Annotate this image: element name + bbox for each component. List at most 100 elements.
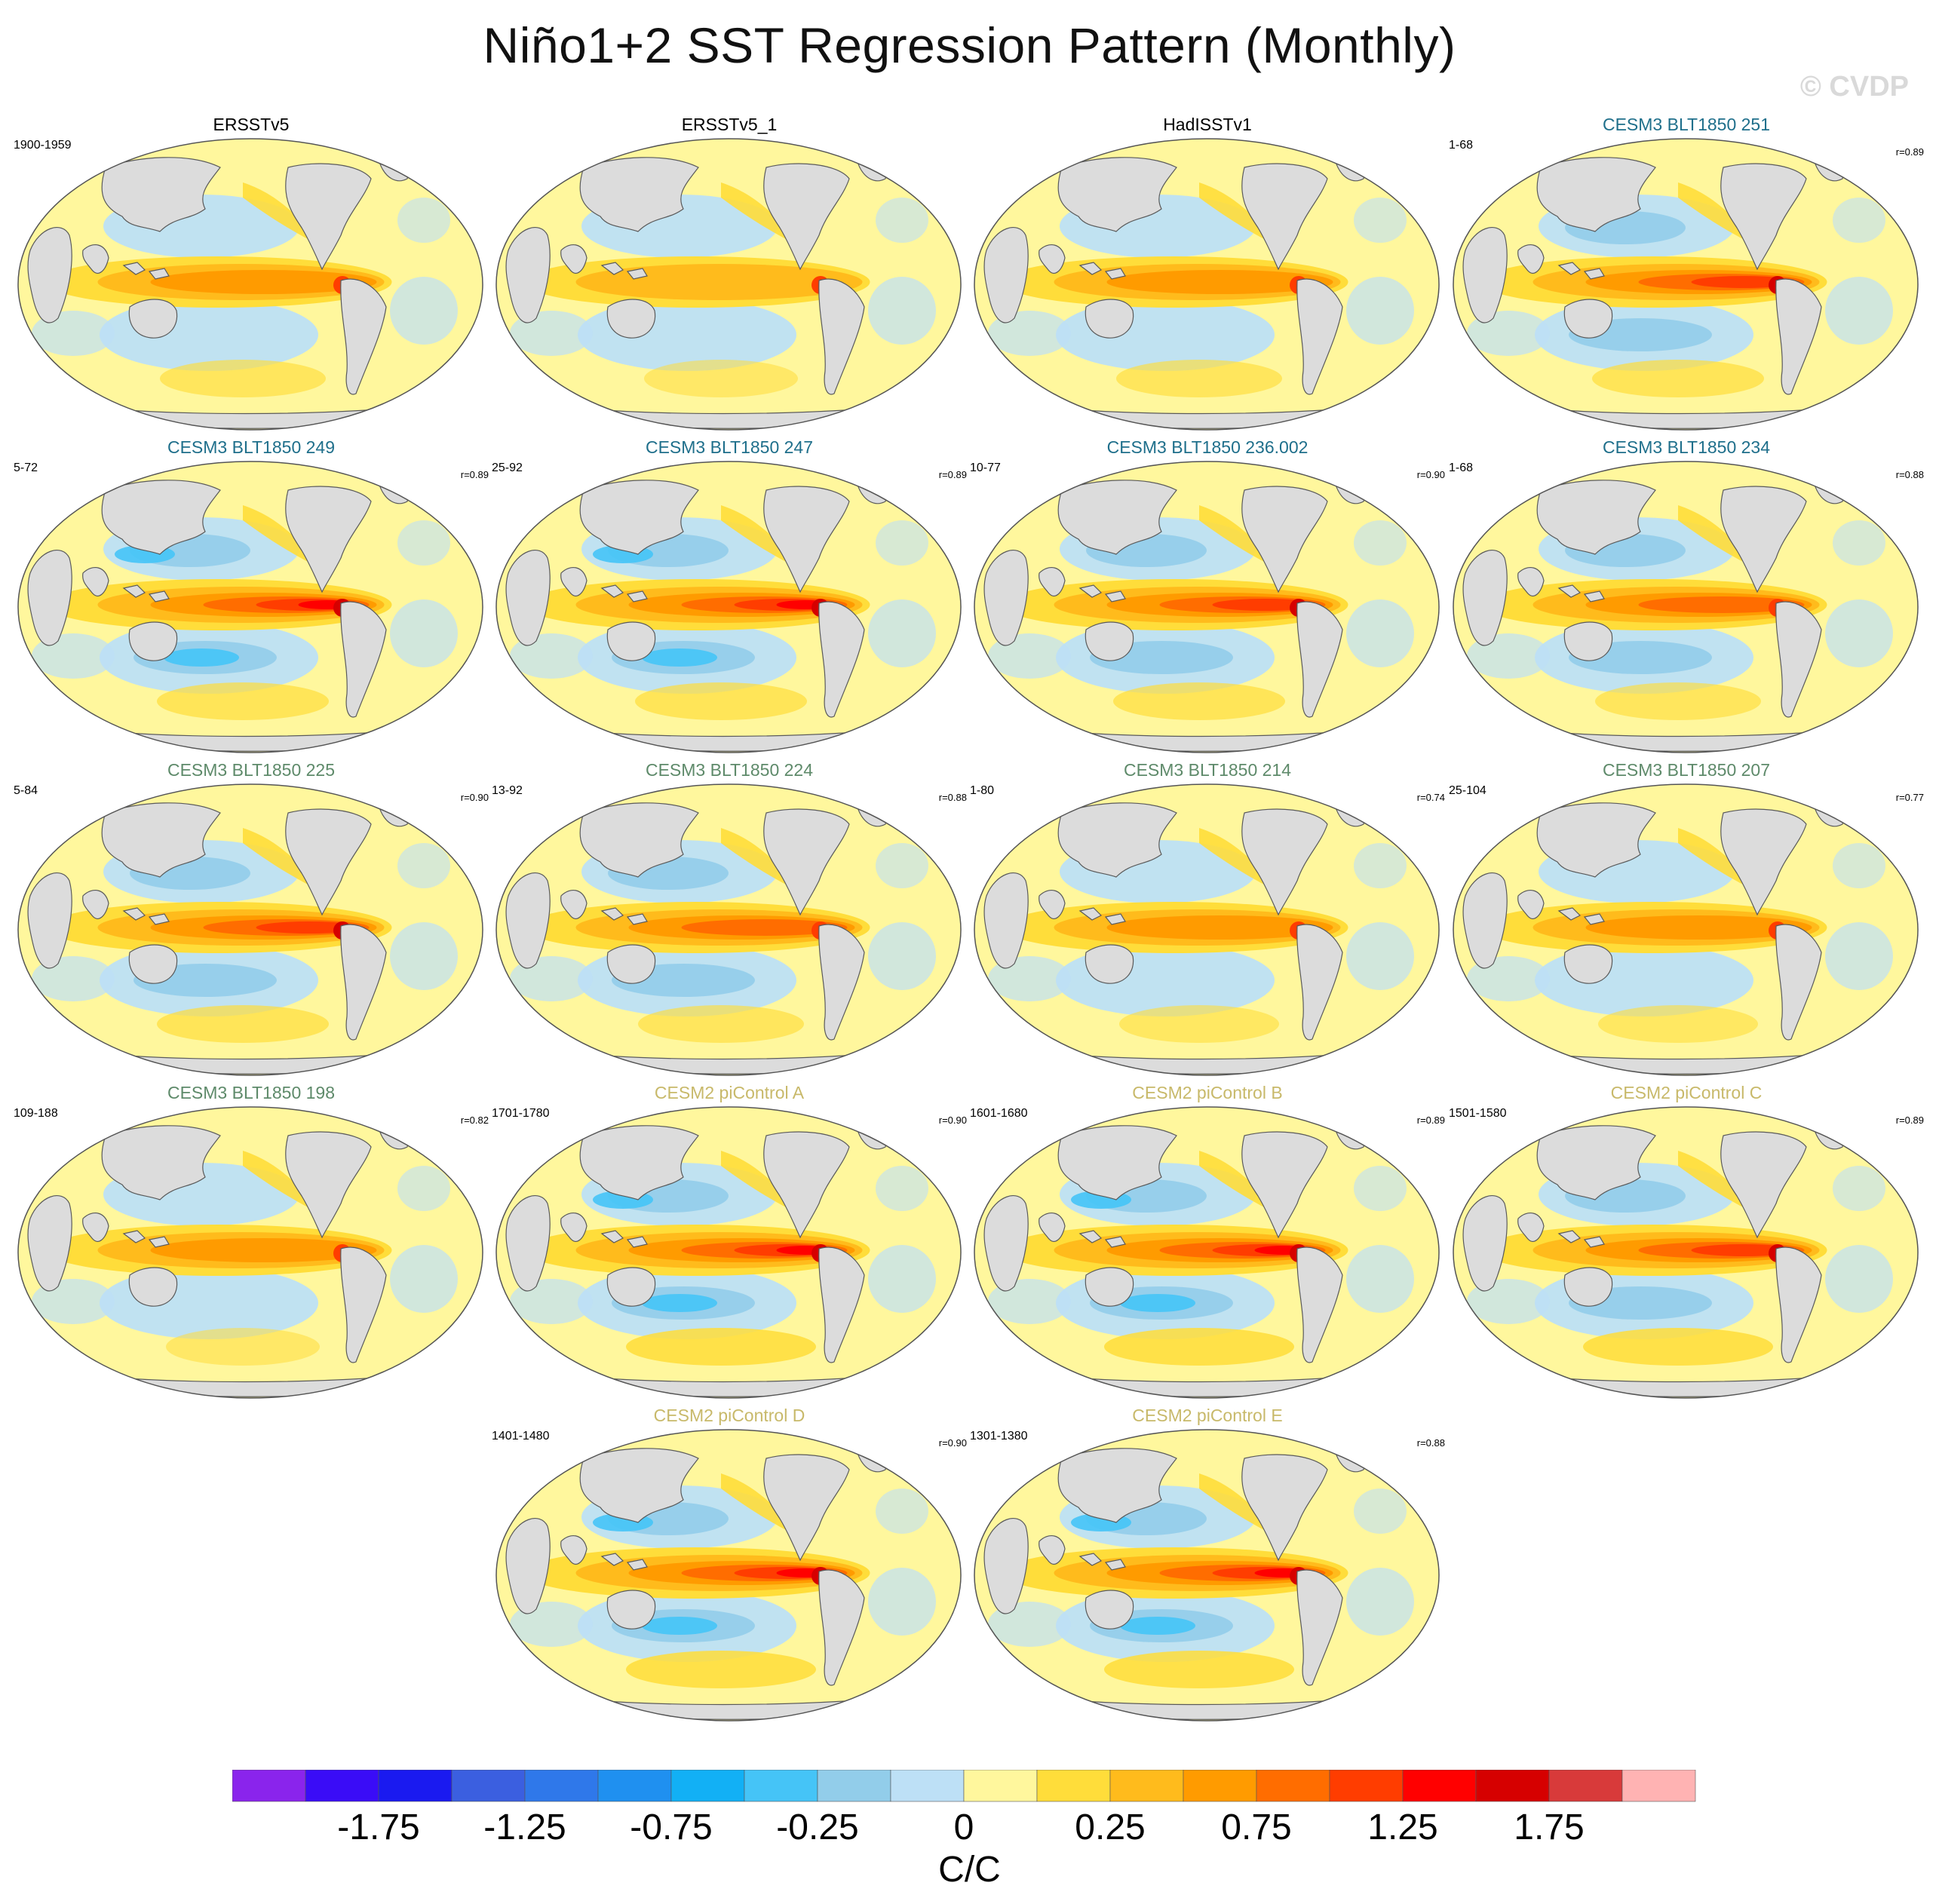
colorbar-swatch [1329, 1770, 1404, 1802]
panel-period: 1601-1680 [970, 1107, 1028, 1120]
panel-period: 13-92 [492, 784, 523, 797]
map-outline [1453, 783, 1919, 1076]
panel-title: CESM3 BLT1850 247 [645, 437, 814, 457]
panel-correlation: r=0.90 [1416, 469, 1445, 480]
map-outline [974, 783, 1440, 1076]
map-panel: CESM2 piControl D 1401-1480 r=0.90 [492, 1406, 967, 1722]
map-field [18, 1107, 483, 1398]
panel-correlation: r=0.89 [938, 469, 967, 480]
map-field [496, 1430, 961, 1721]
panel-title: CESM3 BLT1850 225 [167, 760, 336, 780]
map-outline [974, 1429, 1440, 1722]
panel-correlation: r=0.82 [460, 1114, 489, 1126]
map-panel: CESM3 BLT1850 249 5-72 r=0.89 [14, 437, 489, 754]
map-field [1453, 784, 1918, 1075]
colorbar-tick-label: 0.25 [1075, 1807, 1145, 1845]
colorbar-swatch [1109, 1770, 1184, 1802]
world-map [17, 461, 483, 753]
map-panel: CESM3 BLT1850 224 13-92 r=0.88 [492, 760, 967, 1077]
colorbar-swatch [451, 1770, 526, 1802]
colorbar-swatch [378, 1770, 453, 1802]
colorbar-swatch [744, 1770, 818, 1802]
panel-title: CESM2 piControl E [1132, 1406, 1283, 1425]
watermark: © CVDP [1799, 71, 1909, 103]
world-map [17, 783, 483, 1076]
world-map [495, 1429, 962, 1722]
map-outline [495, 461, 962, 753]
panel-correlation: r=0.90 [938, 1114, 967, 1126]
map-panel: CESM2 piControl A 1701-1780 r=0.90 [492, 1083, 967, 1400]
colorbar-tick-label: 1.75 [1514, 1807, 1584, 1845]
map-panel: CESM3 BLT1850 225 5-84 r=0.90 [14, 760, 489, 1077]
colorbar-swatch [1036, 1770, 1111, 1802]
world-map [1453, 138, 1919, 431]
world-map [17, 1106, 483, 1399]
map-panel: CESM3 BLT1850 214 1-80 r=0.74 [970, 760, 1445, 1077]
world-map [495, 1106, 962, 1399]
map-panel: CESM2 piControl E 1301-1380 r=0.88 [970, 1406, 1445, 1722]
panel-period: 5-72 [14, 461, 38, 474]
map-outline [17, 783, 483, 1076]
panel-correlation: r=0.88 [1895, 469, 1924, 480]
colorbar-swatch [524, 1770, 599, 1802]
map-field [974, 1430, 1439, 1721]
map-outline [495, 138, 962, 431]
map-outline [17, 461, 483, 753]
colorbar-tick-label: -0.25 [776, 1807, 858, 1845]
panel-title: CESM3 BLT1850 214 [1123, 760, 1292, 780]
map-panel: CESM3 BLT1850 207 25-104 r=0.77 [1449, 760, 1924, 1077]
map-field [496, 1107, 961, 1398]
panel-period: 1-68 [1449, 139, 1474, 152]
map-panel: CESM3 BLT1850 251 1-68 r=0.89 [1449, 115, 1924, 431]
panel-title: ERSSTv5 [213, 115, 290, 134]
colorbar-swatch [1256, 1770, 1330, 1802]
panel-title: CESM2 piControl D [653, 1406, 805, 1425]
map-field [496, 139, 961, 430]
map-field [18, 139, 483, 430]
panel-correlation: r=0.89 [1895, 146, 1924, 158]
map-panel: HadISSTv1 [970, 115, 1445, 431]
map-outline [974, 1106, 1440, 1399]
colorbar-swatch [1402, 1770, 1477, 1802]
colorbar-swatch [963, 1770, 1038, 1802]
panel-title: HadISSTv1 [1163, 115, 1252, 134]
colorbar-swatch [1548, 1770, 1623, 1802]
panel-correlation: r=0.88 [1416, 1437, 1445, 1449]
colorbar-tick-label: -1.25 [483, 1807, 566, 1845]
panel-period: 10-77 [970, 461, 1001, 474]
panel-correlation: r=0.88 [938, 792, 967, 803]
world-map [974, 783, 1440, 1076]
map-panel: CESM3 BLT1850 247 25-92 r=0.89 [492, 437, 967, 754]
colorbar-tick-label: 1.25 [1367, 1807, 1437, 1845]
panel-title: CESM2 piControl B [1132, 1083, 1283, 1102]
map-outline [1453, 461, 1919, 753]
panel-title: CESM3 BLT1850 236.002 [1106, 437, 1309, 457]
panel-period: 25-92 [492, 461, 523, 474]
world-map [17, 138, 483, 431]
panel-title: CESM2 piControl C [1610, 1083, 1763, 1102]
map-panel: CESM3 BLT1850 198 109-188 r=0.82 [14, 1083, 489, 1400]
map-field [974, 461, 1439, 753]
colorbar-swatch [232, 1770, 306, 1802]
map-field [1453, 139, 1918, 430]
panel-period: 1701-1780 [492, 1107, 550, 1120]
world-map [974, 1429, 1440, 1722]
colorbar-swatch [305, 1770, 379, 1802]
map-outline [974, 461, 1440, 753]
panel-correlation: r=0.74 [1416, 792, 1445, 803]
panel-period: 1-68 [1449, 461, 1474, 474]
map-panel: ERSSTv5 1900-1959 [14, 115, 489, 431]
map-outline [17, 138, 483, 431]
world-map [974, 138, 1440, 431]
world-map [495, 138, 962, 431]
colorbar-tick-label: 0 [954, 1807, 974, 1845]
map-panel: CESM3 BLT1850 234 1-68 r=0.88 [1449, 437, 1924, 754]
colorbar-swatch [1183, 1770, 1257, 1802]
map-panel: CESM3 BLT1850 236.002 10-77 r=0.90 [970, 437, 1445, 754]
map-panel: CESM2 piControl B 1601-1680 r=0.89 [970, 1083, 1445, 1400]
colorbar: -1.75 -1.25 -0.75 -0.25 0 0.25 0.75 1.25 1.75 [232, 1770, 1696, 1845]
panel-title: ERSSTv5_1 [681, 115, 778, 134]
colorbar-swatch [670, 1770, 745, 1802]
panel-correlation: r=0.89 [460, 469, 489, 480]
panel-period: 1900-1959 [14, 139, 72, 152]
